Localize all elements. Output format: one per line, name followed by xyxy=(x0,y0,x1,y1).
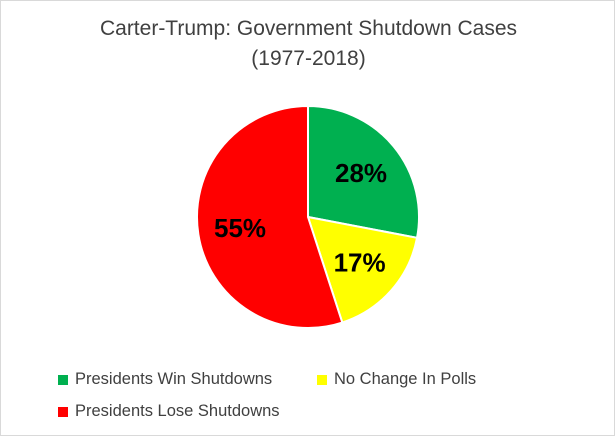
pie-slice-win xyxy=(307,105,420,239)
chart-title-line-2: (1977-2018) xyxy=(251,47,366,70)
data-label-win: 28% xyxy=(335,158,387,188)
pie-slice-no-change xyxy=(307,216,419,324)
pie-slice-lose xyxy=(196,105,344,329)
data-label-no-change: 17% xyxy=(334,248,386,278)
data-label-lose: 55% xyxy=(214,213,266,243)
chart-title-line-1: Carter-Trump: Government Shutdown Cases xyxy=(99,17,518,40)
